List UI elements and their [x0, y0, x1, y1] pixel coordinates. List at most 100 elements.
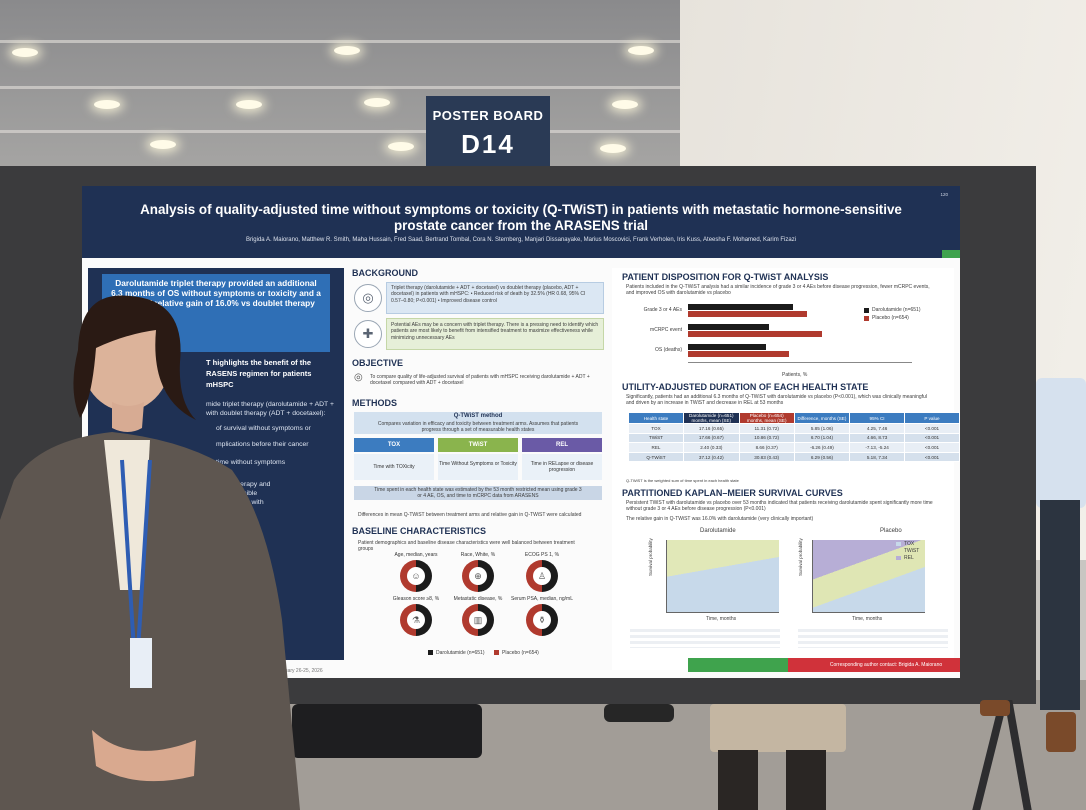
background-text-2: Potential AEs may be a concern with trip… [391, 322, 599, 341]
houndstooth-blazer [0, 432, 300, 810]
dispo-legend-placebo: Placebo (n=654) [872, 315, 909, 321]
ceiling-light [388, 142, 414, 151]
ceiling-light [628, 46, 654, 55]
objective-heading: OBJECTIVE [352, 358, 404, 368]
donut-ecog: ♙ [526, 560, 558, 592]
disposition-text: Patients included in the Q-TWiST analysi… [626, 284, 930, 297]
bar-darolutamide [688, 324, 769, 330]
twist-state: TWiST [438, 438, 518, 452]
bar-placebo [688, 311, 807, 317]
lanyard [120, 459, 136, 651]
qtwist-method-desc: Compares variation in efficacy and toxic… [377, 421, 579, 434]
poster-page-number: 120 [940, 192, 948, 197]
background-box-1: Triplet therapy (darolutamide + ADT + do… [386, 282, 604, 314]
conclusion-text: with doublet therapy (ADT + docetaxel): [206, 410, 326, 417]
km-legend-swatch-twist [896, 549, 901, 553]
utility-text: Significantly, patients had an additiona… [626, 394, 927, 407]
table-cell: <0.001 [903, 451, 960, 463]
table-header-row: Health state Darolutamide (n=651) months… [628, 412, 960, 424]
table-row: Q-TWiST 37.12 (0.42) 30.83 (0.43) 6.29 (0.5… [628, 451, 960, 463]
rel-desc-text: Time in RELapse or disease progression [530, 461, 594, 473]
table-cell: TOX [628, 423, 684, 434]
km-x-label: Time, months [706, 616, 737, 622]
km-legend-swatch-tox [896, 542, 901, 546]
table-cell: 5.18, 7.34 [849, 451, 905, 463]
km-heading: PARTITIONED KAPLAN–MEIER SURVIVAL CURVES [622, 488, 843, 498]
background-person-shoe [980, 700, 1010, 716]
table-cell: Q-TWiST [628, 451, 684, 463]
baseline-label-race: Race, White, % [460, 552, 496, 558]
baseline-label-metastatic: Metastatic disease, % [453, 596, 503, 602]
baseline-label-age: Age, median, years [394, 552, 438, 558]
ceiling-truss [0, 40, 760, 43]
ceiling-truss [0, 86, 760, 89]
km-area-twist [667, 540, 779, 612]
disposition-heading: PATIENT DISPOSITION FOR Q-TWiST ANALYSIS [622, 272, 829, 282]
table-row: REL 2.40 (0.33) 8.66 (0.37) -6.26 (0.49) -7.… [628, 442, 960, 453]
table-cell: 6.29 (0.56) [793, 451, 851, 463]
disposition-category: Grade 3 or 4 AEs [643, 307, 682, 313]
km-plot-darolutamide [666, 540, 779, 613]
methods-heading: METHODS [352, 398, 397, 408]
conclusion-text: time without symptoms [216, 459, 286, 466]
table-header-cell: Darolutamide (n=651) months, mean (SE) [682, 412, 740, 424]
disposition-x-axis [688, 362, 912, 363]
bar-placebo [688, 331, 823, 337]
baseline-label-psa: Serum PSA, median, ng/mL [511, 596, 573, 602]
ceiling-light [236, 100, 262, 109]
conclusion-text: mHSPC [206, 380, 234, 389]
table-cell: 11.31 (0.72) [738, 423, 795, 434]
methods-band: Time spent in each health state was esti… [354, 486, 602, 500]
background-person-shirt [1036, 378, 1086, 508]
table-row: TOX 17.16 (0.65) 11.31 (0.72) 5.85 (1.06) 4.… [628, 423, 960, 434]
methods-band-text: Time spent in each health state was esti… [374, 487, 582, 500]
ceiling-truss [0, 130, 760, 133]
baseline-intro: Patient demographics and baseline diseas… [358, 540, 575, 553]
footer-contact: Corresponding author contact: Brigida A.… [829, 662, 943, 668]
table-cell: 8.66 (0.37) [738, 442, 795, 453]
baseline-label-ecog: ECOG PS 1, % [524, 552, 560, 558]
background-heading: BACKGROUND [352, 268, 418, 278]
table-cell: TWiST [628, 432, 684, 444]
donut-gleason: ⚗ [400, 604, 432, 636]
background-person-boot [718, 750, 758, 810]
table-cell: REL [628, 442, 684, 453]
conclusion-text: RASENS regimen for patients [206, 369, 312, 378]
km-bullet-2: The relative gain in Q-TWiST was 16.0% w… [626, 516, 814, 522]
table-cell: -7.13, -5.24 [849, 442, 905, 453]
ceiling-light [94, 100, 120, 109]
target-icon: ◎ [354, 372, 363, 383]
km-plot-placebo [812, 540, 925, 613]
legend-swatch-darolutamide [428, 650, 433, 655]
poster-footer-accent [688, 658, 788, 672]
plus-cross-icon: ✚ [354, 320, 382, 348]
presenter-neck [112, 402, 144, 432]
ceiling-light [600, 144, 626, 153]
poster-authors: Brigida A. Maiorano, Matthew R. Smith, M… [245, 237, 797, 243]
tox-desc-text: Time with TOXicity [373, 464, 415, 470]
conclusion-text: T highlights the benefit of the [206, 358, 311, 367]
person-icon: ☺ [407, 567, 425, 585]
methods-diff-text: Differences in mean Q-TWiST between trea… [358, 512, 582, 518]
qtwist-method-box: Q-TWiST method Compares variation in eff… [354, 412, 602, 434]
donut-race: ⊕ [462, 560, 494, 592]
sign-label: POSTER BOARD [432, 108, 544, 123]
legend-swatch-placebo [494, 650, 499, 655]
km-y-label: Survival probability [648, 538, 653, 576]
microscope-icon: ⚗ [407, 611, 425, 629]
presenter [0, 295, 300, 810]
background-box-2: Potential AEs may be a concern with trip… [386, 318, 604, 350]
donut-metastatic: ▥ [462, 604, 494, 636]
table-header-cell: 95% CI [849, 412, 905, 424]
km-panel-title: Placebo [880, 528, 902, 534]
table-header-cell: Placebo (n=654) months, mean (SE) [738, 412, 795, 424]
utility-heading: UTILITY-ADJUSTED DURATION OF EACH HEALTH… [622, 382, 869, 392]
km-legend-tox: TOX [904, 541, 915, 547]
objective-text: To compare quality of life-adjusted surv… [370, 374, 590, 387]
table-cell: 37.12 (0.42) [682, 451, 740, 463]
qtwist-method-title: Q-TWiST method [453, 413, 503, 419]
background-person-shoe [604, 704, 674, 722]
table-cell: 5.85 (1.06) [793, 423, 851, 434]
ceiling-light [612, 100, 638, 109]
background-person-trousers [1040, 500, 1080, 710]
